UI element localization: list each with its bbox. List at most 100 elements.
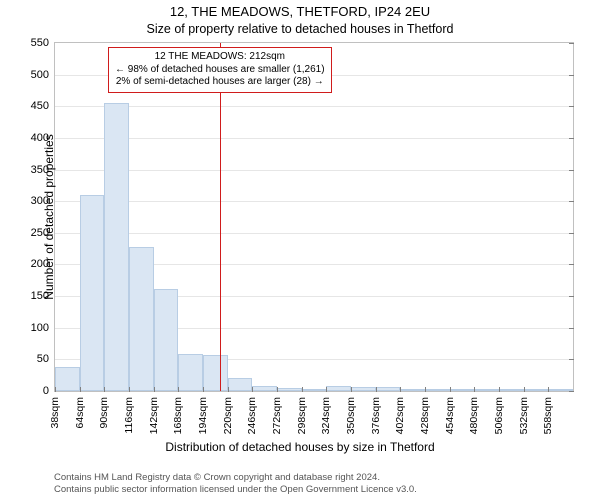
y-axis-label: Number of detached properties [42, 134, 56, 299]
annotation-box: 12 THE MEADOWS: 212sqm← 98% of detached … [108, 47, 332, 93]
histogram-bar [524, 389, 549, 391]
x-tick-label: 532sqm [518, 397, 530, 434]
x-tick-label: 454sqm [444, 397, 456, 434]
x-tick-mark [450, 387, 451, 392]
x-tick-mark [474, 387, 475, 392]
histogram-bar [178, 354, 203, 391]
histogram-bar [129, 247, 154, 391]
x-tick-label: 402sqm [394, 397, 406, 434]
x-tick-label: 220sqm [222, 397, 234, 434]
x-tick-label: 38sqm [49, 397, 61, 429]
x-tick-mark [524, 387, 525, 392]
y-tick-label: 450 [31, 100, 49, 112]
x-tick-label: 480sqm [468, 397, 480, 434]
gridline [55, 233, 573, 234]
y-tick-label: 250 [31, 227, 49, 239]
x-tick-mark [154, 387, 155, 392]
x-tick-label: 90sqm [98, 397, 110, 429]
x-tick-mark [376, 387, 377, 392]
x-tick-mark [548, 387, 549, 392]
y-tick-mark [569, 43, 574, 44]
x-tick-mark [425, 387, 426, 392]
x-tick-mark [277, 387, 278, 392]
annotation-line: 2% of semi-detached houses are larger (2… [115, 76, 325, 89]
x-tick-label: 142sqm [148, 397, 160, 434]
annotation-line: ← 98% of detached houses are smaller (1,… [115, 64, 325, 77]
x-tick-mark [499, 387, 500, 392]
x-tick-label: 324sqm [320, 397, 332, 434]
y-tick-mark [569, 138, 574, 139]
y-tick-mark [569, 359, 574, 360]
y-tick-label: 50 [37, 353, 49, 365]
x-tick-mark [302, 387, 303, 392]
histogram-bar [326, 386, 351, 391]
y-tick-label: 500 [31, 69, 49, 81]
annotation-line: 12 THE MEADOWS: 212sqm [115, 51, 325, 64]
chart-container: 12, THE MEADOWS, THETFORD, IP24 2EU Size… [0, 0, 600, 500]
y-tick-mark [569, 233, 574, 234]
histogram-bar [154, 289, 179, 392]
histogram-bar [351, 387, 376, 391]
y-tick-mark [569, 170, 574, 171]
histogram-bar [104, 103, 129, 391]
gridline [55, 201, 573, 202]
x-tick-mark [55, 387, 56, 392]
histogram-bar [450, 389, 475, 391]
histogram-bar [425, 389, 450, 391]
y-tick-mark [569, 264, 574, 265]
y-tick-mark [569, 391, 574, 392]
histogram-bar [55, 367, 80, 391]
x-tick-label: 168sqm [172, 397, 184, 434]
y-tick-label: 0 [43, 385, 49, 397]
y-tick-label: 150 [31, 290, 49, 302]
x-tick-mark [104, 387, 105, 392]
gridline [55, 106, 573, 107]
x-tick-label: 350sqm [345, 397, 357, 434]
plot-area: Number of detached properties 0501001502… [54, 42, 574, 392]
y-tick-label: 400 [31, 132, 49, 144]
y-tick-label: 550 [31, 37, 49, 49]
y-tick-mark [569, 296, 574, 297]
x-tick-mark [400, 387, 401, 392]
histogram-bar [203, 355, 228, 391]
x-tick-mark [129, 387, 130, 392]
x-tick-label: 506sqm [493, 397, 505, 434]
x-tick-label: 298sqm [296, 397, 308, 434]
x-tick-mark [351, 387, 352, 392]
y-tick-label: 200 [31, 258, 49, 270]
histogram-bar [548, 389, 573, 391]
x-tick-label: 558sqm [542, 397, 554, 434]
x-tick-label: 194sqm [197, 397, 209, 434]
x-tick-mark [326, 387, 327, 392]
chart-title: 12, THE MEADOWS, THETFORD, IP24 2EU [0, 4, 600, 19]
histogram-bar [80, 195, 105, 391]
reference-line [220, 43, 221, 391]
x-axis-label: Distribution of detached houses by size … [0, 440, 600, 454]
credit-line-1: Contains HM Land Registry data © Crown c… [54, 472, 574, 484]
histogram-bar [376, 387, 401, 391]
y-tick-mark [569, 328, 574, 329]
x-tick-mark [228, 387, 229, 392]
histogram-bar [277, 388, 302, 391]
x-tick-mark [80, 387, 81, 392]
x-tick-mark [252, 387, 253, 392]
histogram-bar [400, 389, 425, 391]
histogram-bar [228, 378, 253, 391]
x-tick-mark [203, 387, 204, 392]
x-tick-label: 64sqm [74, 397, 86, 429]
histogram-bar [252, 386, 277, 391]
x-tick-label: 116sqm [123, 397, 135, 434]
x-tick-mark [178, 387, 179, 392]
x-tick-label: 428sqm [419, 397, 431, 434]
gridline [55, 138, 573, 139]
x-tick-label: 272sqm [271, 397, 283, 434]
gridline [55, 170, 573, 171]
credit-line-2: Contains public sector information licen… [54, 484, 574, 496]
histogram-bar [499, 389, 524, 391]
x-tick-label: 376sqm [370, 397, 382, 434]
histogram-bar [302, 389, 327, 391]
y-tick-mark [569, 75, 574, 76]
y-tick-mark [569, 201, 574, 202]
y-tick-mark [569, 106, 574, 107]
x-tick-label: 246sqm [246, 397, 258, 434]
